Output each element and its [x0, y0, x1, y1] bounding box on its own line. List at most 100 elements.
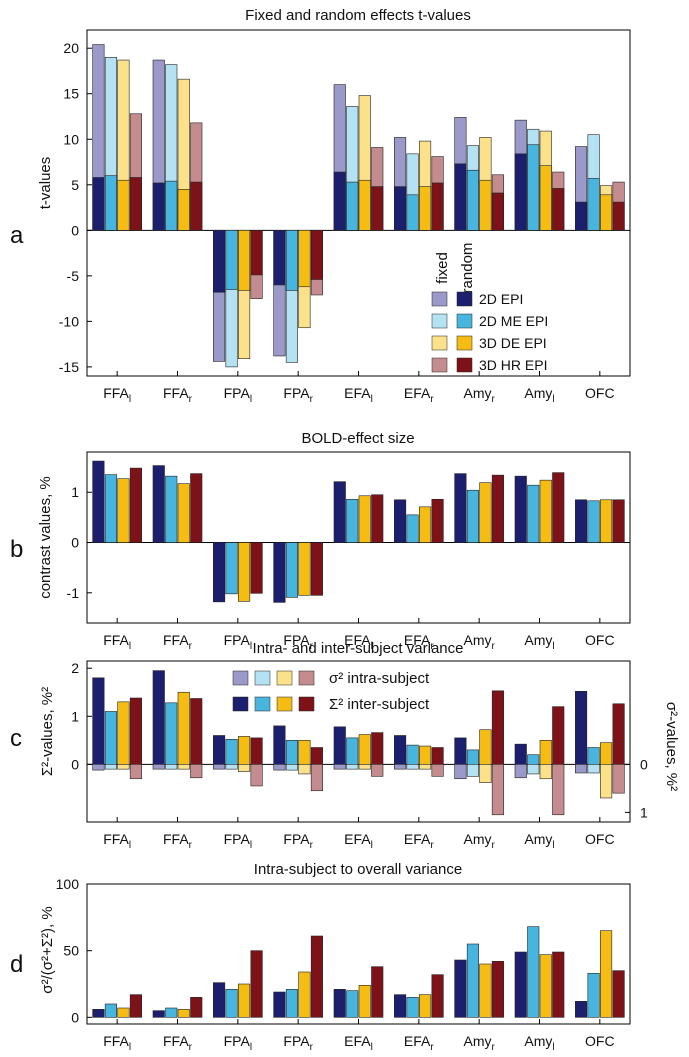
- bar: [213, 542, 226, 603]
- legend-swatch-fixed: [431, 291, 448, 307]
- x-tick-label-base: Amy: [524, 385, 552, 401]
- bar: [165, 1007, 178, 1018]
- bar-random: [406, 194, 419, 231]
- bar: [238, 983, 251, 1018]
- bar-random: [104, 175, 117, 231]
- bar: [152, 1010, 165, 1018]
- bar: [406, 514, 419, 543]
- legend-label: 2D ME EPI: [479, 313, 548, 329]
- bar-intra: [238, 764, 251, 772]
- bar-inter: [454, 737, 467, 765]
- x-tick-label-sub: l: [129, 840, 131, 851]
- x-tick-label: Amyr: [463, 632, 495, 652]
- bar-random: [454, 163, 467, 231]
- y-tick-label: 50: [63, 943, 79, 959]
- bar-random: [238, 230, 251, 291]
- x-tick-label-sub: r: [310, 840, 314, 851]
- y-tick-label: 0: [71, 535, 79, 551]
- y-tick-label: 15: [63, 86, 79, 102]
- bar-intra: [165, 764, 178, 770]
- x-tick-label: EFAr: [404, 632, 434, 652]
- bar-inter: [466, 749, 479, 765]
- bar-intra: [527, 764, 540, 775]
- bar: [575, 1001, 588, 1018]
- bar-intra: [117, 764, 130, 770]
- x-tick-label-base: EFA: [404, 385, 431, 401]
- bar: [358, 495, 371, 543]
- bar: [250, 950, 263, 1018]
- x-tick-label-base: FFA: [103, 632, 129, 648]
- x-tick-label: FPAr: [283, 385, 313, 405]
- x-tick-label: EFAl: [344, 1033, 373, 1053]
- bar: [250, 542, 263, 594]
- x-tick-label: FFAr: [163, 831, 193, 851]
- x-tick-label-base: FFA: [103, 385, 129, 401]
- bar-inter: [346, 737, 359, 765]
- legend-swatch-random: [456, 335, 473, 351]
- x-tick-label-base: FPA: [224, 831, 251, 847]
- x-tick-label-sub: l: [250, 1042, 252, 1053]
- x-tick-label-base: Amy: [463, 385, 491, 401]
- bar-random: [600, 194, 613, 231]
- bar-intra: [129, 764, 142, 780]
- x-tick-label-base: EFA: [344, 385, 371, 401]
- x-tick-label-sub: r: [491, 641, 495, 652]
- bar-intra: [190, 764, 203, 779]
- bar-random: [514, 153, 527, 231]
- bar-random: [285, 230, 298, 291]
- bar: [238, 542, 251, 602]
- x-tick-label: FPAl: [224, 1033, 252, 1053]
- bar-random: [117, 179, 130, 231]
- y-tick-label: 20: [63, 40, 79, 56]
- x-tick-label: FFAl: [103, 831, 131, 851]
- x-tick-label-base: FPA: [283, 1033, 310, 1049]
- x-tick-label-sub: r: [310, 394, 314, 405]
- x-tick-label-sub: r: [310, 1042, 314, 1053]
- y-axis-label: random: [459, 243, 476, 294]
- chart-title: Intra- and inter-subject variance: [253, 640, 464, 657]
- bar: [92, 460, 105, 543]
- bar-random: [587, 178, 600, 231]
- bar: [104, 474, 117, 543]
- bar-inter: [431, 747, 444, 765]
- y-axis-label: σ²/(σ²+Σ²), %: [39, 906, 56, 993]
- x-tick-label: OFC: [585, 632, 615, 648]
- bar-inter: [165, 702, 178, 765]
- y-tick-label: 10: [63, 131, 79, 147]
- bar: [539, 479, 552, 543]
- bar-random: [177, 189, 190, 231]
- x-tick-label-base: FPA: [283, 831, 310, 847]
- bar-random: [225, 230, 238, 290]
- bar-random: [491, 192, 504, 231]
- x-tick-label: FPAr: [283, 831, 313, 851]
- x-tick-label: Amyl: [524, 1033, 554, 1053]
- bar-inter: [575, 690, 588, 765]
- x-tick-label-sub: r: [310, 641, 314, 652]
- bar-intra: [152, 764, 165, 770]
- x-tick-label: FPAl: [224, 385, 252, 405]
- x-tick-label-sub: r: [430, 1042, 434, 1053]
- y-tick-label: 1: [71, 708, 79, 724]
- x-tick-label-base: Amy: [463, 831, 491, 847]
- y-tick-label: -1: [67, 585, 80, 601]
- legend-swatch-inter: [298, 696, 315, 712]
- chart-title: BOLD-effect size: [301, 430, 414, 447]
- bar-inter: [552, 706, 565, 765]
- bar: [612, 499, 625, 543]
- x-tick-label-base: Amy: [524, 1033, 552, 1049]
- x-tick-label: Amyr: [463, 831, 495, 851]
- bar-intra: [466, 764, 479, 777]
- x-tick-label-sub: l: [371, 641, 373, 652]
- y-axis-label: Σ²-values, %²: [39, 687, 56, 776]
- bar: [527, 926, 540, 1018]
- bar: [104, 1003, 117, 1018]
- bar: [419, 994, 432, 1018]
- x-tick-label-sub: l: [250, 641, 252, 652]
- bar-random: [552, 188, 565, 231]
- bar-random: [346, 181, 359, 231]
- legend-swatch-fixed: [431, 357, 448, 373]
- bar: [394, 994, 407, 1018]
- x-tick-label-base: FFA: [163, 385, 189, 401]
- bar: [479, 963, 492, 1018]
